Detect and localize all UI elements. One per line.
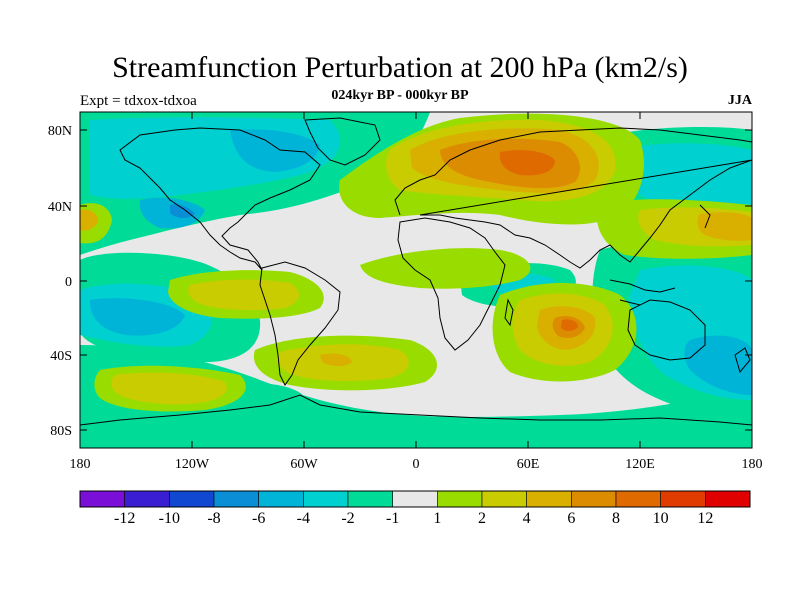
map-title: Streamfunction Perturbation at 200 hPa (… (112, 51, 688, 84)
lon-tick-label: 180 (742, 457, 763, 472)
field-region (230, 129, 320, 172)
colorbar-swatch (258, 490, 304, 508)
coastline-greenland (304, 117, 381, 166)
colorbar-label: 1 (433, 510, 441, 527)
colorbar-label: -4 (297, 510, 310, 527)
colorbar-label: -10 (159, 510, 180, 527)
season-label: JJA (727, 93, 752, 108)
colorbar-swatch (571, 490, 617, 508)
colorbar-label: 4 (523, 510, 531, 527)
field-region (499, 150, 555, 176)
colorbar-swatch (213, 490, 259, 508)
colorbar-swatch (660, 490, 706, 508)
colorbar-swatch (79, 490, 125, 508)
coastline-north-america (119, 127, 321, 271)
colorbar-labels: -12 -10 -8 -6 -4 -2 -1 1 2 4 6 8 10 12 (114, 510, 713, 527)
field-region (684, 335, 752, 395)
coastline-japan (699, 204, 711, 229)
colorbar-label: 10 (653, 510, 669, 527)
colorbar-swatch (347, 490, 393, 508)
lon-tick-label: 180 (70, 457, 91, 472)
colorbar-swatch (169, 490, 215, 508)
lat-tick-label: 80S (50, 424, 72, 439)
field-layer (80, 112, 752, 448)
field-region (170, 204, 195, 219)
lon-tick-label: 120W (175, 457, 210, 472)
lat-tick-label: 0 (65, 275, 72, 290)
colorbar-label: 6 (567, 510, 575, 527)
coastline-africa (397, 217, 506, 351)
colorbar-swatch (303, 490, 349, 508)
colorbar: -12 -10 -8 -6 -4 -2 -1 1 2 4 6 8 10 12 (79, 490, 751, 527)
colorbar-label: -6 (252, 510, 265, 527)
colorbar-swatch (705, 490, 751, 508)
coastline-antarctica (80, 394, 752, 426)
colorbar-label: 8 (612, 510, 620, 527)
lon-tick-label: 0 (413, 457, 420, 472)
lon-tick-label: 60E (517, 457, 540, 472)
coastline-new-zealand (734, 347, 751, 374)
colorbar-swatches (79, 490, 751, 508)
colorbar-swatch (124, 490, 170, 508)
field-region (618, 143, 752, 208)
colorbar-label: 2 (478, 510, 486, 527)
colorbar-label: 12 (697, 510, 713, 527)
field-region (697, 212, 752, 241)
colorbar-swatch (481, 490, 527, 508)
lon-tick-label: 60W (290, 457, 318, 472)
coastline-maritime-continent (609, 279, 676, 306)
lat-tick-label: 80N (48, 124, 72, 139)
field-region (188, 279, 300, 311)
coastline-south-america (259, 261, 341, 386)
field-region (80, 209, 98, 231)
coastline-europe-asia (394, 127, 752, 269)
colorbar-swatch (392, 490, 438, 508)
axis-ticks (79, 112, 753, 448)
field-region (80, 345, 752, 448)
field-region (90, 298, 185, 336)
field-region (561, 319, 578, 331)
lon-tick-label: 120E (625, 457, 655, 472)
colorbar-label: -12 (114, 510, 135, 527)
coastline-madagascar (504, 298, 514, 327)
coastlines (80, 117, 752, 426)
field-region (320, 353, 352, 367)
coastline-australia (627, 299, 706, 361)
lat-tick-label: 40S (50, 349, 72, 364)
map-subtitle: 024kyr BP - 000kyr BP (331, 88, 469, 103)
colorbar-frame (79, 490, 751, 508)
colorbar-label: -8 (207, 510, 220, 527)
colorbar-swatch (437, 490, 483, 508)
field-region (111, 372, 227, 405)
colorbar-swatch (526, 490, 572, 508)
colorbar-swatch (615, 490, 661, 508)
colorbar-label: -1 (386, 510, 399, 527)
experiment-label: Expt = tdxox-tdxoa (80, 93, 197, 109)
lat-tick-label: 40N (48, 200, 72, 215)
colorbar-label: -2 (341, 510, 354, 527)
field-region (240, 383, 305, 406)
